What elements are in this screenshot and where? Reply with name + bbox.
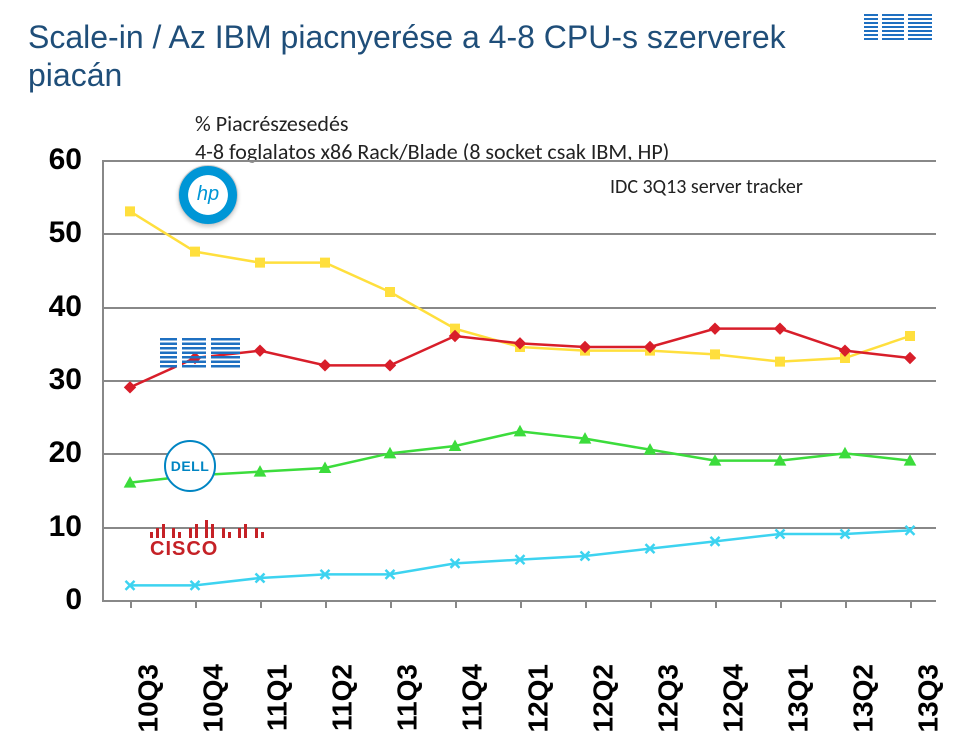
- y-tick-label: 10: [49, 510, 82, 544]
- x-tick-label: 13Q3: [912, 664, 944, 733]
- chart-subtitle: % Piacrészesedés 4-8 foglalatos x86 Rack…: [195, 110, 669, 165]
- y-tick-label: 60: [49, 143, 82, 177]
- x-tick-label: 11Q2: [326, 664, 358, 731]
- page-title: Scale-in / Az IBM piacnyerése a 4-8 CPU-…: [28, 18, 808, 95]
- marker-ibm: [775, 323, 786, 334]
- x-tick-label: 13Q1: [782, 664, 814, 733]
- y-tick-label: 30: [49, 363, 82, 397]
- x-tick-label: 10Q4: [197, 664, 229, 733]
- x-tick-label: 12Q4: [717, 664, 749, 733]
- x-axis-labels: 10Q310Q411Q111Q211Q311Q412Q112Q212Q312Q4…: [102, 608, 934, 680]
- marker-hp: [126, 207, 135, 216]
- x-tick-label: 12Q3: [652, 664, 684, 733]
- hp-logo: [178, 165, 238, 225]
- ibm-series-logo: [160, 338, 240, 370]
- marker-ibm: [125, 382, 136, 393]
- chart: 0102030405060: [36, 160, 934, 680]
- marker-ibm: [255, 345, 266, 356]
- marker-hp: [321, 258, 330, 267]
- marker-hp: [776, 357, 785, 366]
- x-tick-label: 11Q4: [456, 664, 488, 731]
- x-tick-label: 11Q3: [391, 664, 423, 731]
- dell-logo: DELL: [164, 440, 216, 492]
- x-tick-label: 13Q2: [847, 664, 879, 733]
- marker-ibm: [385, 360, 396, 371]
- series-dell: [130, 431, 910, 482]
- x-tick-label: 12Q2: [587, 664, 619, 733]
- marker-hp: [906, 332, 915, 341]
- marker-ibm: [905, 353, 916, 364]
- ibm-logo: [864, 14, 932, 47]
- y-axis-labels: 0102030405060: [36, 160, 96, 600]
- marker-hp: [386, 288, 395, 297]
- subtitle-line1: % Piacrészesedés: [195, 110, 349, 137]
- y-tick-label: 40: [49, 290, 82, 324]
- marker-hp: [191, 247, 200, 256]
- marker-hp: [711, 350, 720, 359]
- slide: Scale-in / Az IBM piacnyerése a 4-8 CPU-…: [0, 0, 960, 739]
- x-tick-label: 12Q1: [522, 664, 554, 733]
- cisco-logo: CISCO: [150, 520, 267, 561]
- x-tick-label: 11Q1: [261, 664, 293, 731]
- marker-hp: [256, 258, 265, 267]
- marker-ibm: [320, 360, 331, 371]
- y-tick-label: 0: [65, 583, 82, 617]
- y-tick-label: 20: [49, 436, 82, 470]
- y-tick-label: 50: [49, 216, 82, 250]
- marker-ibm: [710, 323, 721, 334]
- plot-area: DELL CISCO: [102, 160, 936, 602]
- x-tick-label: 10Q3: [132, 664, 164, 733]
